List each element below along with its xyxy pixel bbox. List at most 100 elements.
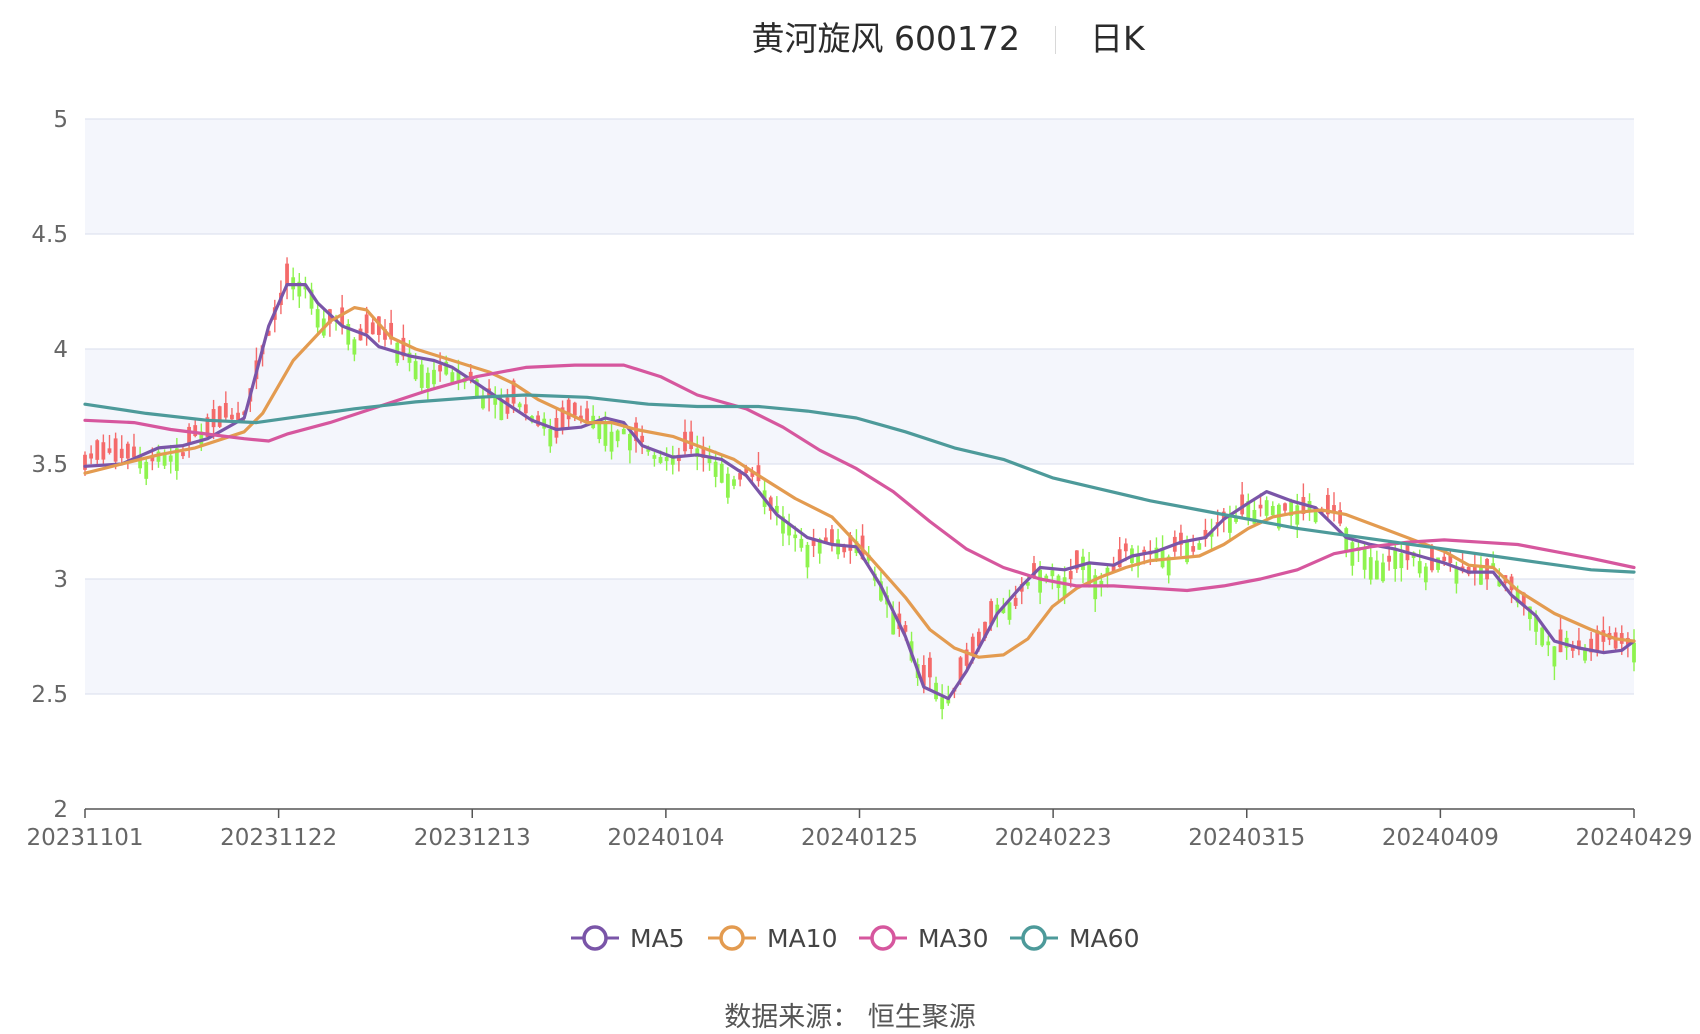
candle-body	[1203, 529, 1208, 540]
candle-body	[107, 448, 112, 453]
x-tick-label: 20240315	[1188, 825, 1305, 851]
candle-body	[836, 539, 840, 555]
candle-body	[689, 431, 694, 450]
candle-body	[481, 395, 485, 409]
candle-body	[266, 330, 271, 336]
candle-body	[119, 448, 124, 459]
candle-body	[879, 581, 883, 601]
candle-body	[1111, 563, 1116, 572]
candle-body	[1332, 505, 1336, 513]
candle-body	[438, 365, 442, 372]
candle-body	[364, 314, 369, 334]
candle-body	[125, 443, 130, 459]
candle-body	[1344, 528, 1349, 551]
candle-body	[725, 473, 730, 498]
candle-body	[536, 415, 540, 426]
candle-body	[309, 289, 314, 309]
candle-body	[983, 621, 987, 639]
candle-body	[101, 442, 106, 460]
candle-body	[634, 422, 638, 442]
candle-body	[407, 352, 412, 363]
candle-body	[193, 425, 198, 437]
candle-body	[162, 452, 167, 466]
candle-body	[701, 448, 706, 459]
candle-body	[315, 309, 320, 328]
candle-body	[1007, 602, 1012, 620]
candle-body	[670, 454, 675, 465]
candle-body	[1179, 532, 1183, 545]
candle-body	[1044, 575, 1049, 580]
candle-body	[1099, 580, 1104, 586]
candle-body	[1485, 558, 1489, 580]
y-tick-label: 4.5	[31, 222, 68, 248]
candle-body	[1191, 546, 1196, 552]
candle-body	[1393, 550, 1398, 569]
candle-body	[1589, 638, 1594, 653]
candle-body	[444, 361, 449, 375]
candle-body	[517, 403, 522, 408]
candle-body	[995, 604, 1000, 614]
candle-body	[823, 537, 828, 544]
candle-body	[1234, 516, 1238, 522]
candle-body	[1601, 630, 1606, 642]
candle-body	[346, 323, 351, 345]
axes: 2 2.5 3 3.5 4 4.5 5 20231101 20231122 20231213 202…	[26, 107, 1692, 851]
candle-body	[1570, 646, 1575, 651]
candle-body	[499, 401, 504, 421]
candle-body	[199, 431, 204, 445]
candle-body	[1436, 557, 1440, 570]
candle-body	[707, 455, 712, 464]
legend[interactable]: MA5 MA10 MA30 MA60	[571, 924, 1139, 953]
x-tick-label: 20231122	[220, 825, 337, 851]
candle-body	[1442, 556, 1447, 561]
candle-body	[1472, 564, 1477, 573]
candle-body	[738, 473, 743, 480]
candle-body	[603, 423, 608, 446]
candle-body	[628, 433, 632, 451]
kline-chart: 2 2.5 3 3.5 4 4.5 5 20231101 20231122 20231213 202…	[26, 107, 1692, 953]
candle-body	[560, 407, 565, 429]
candle-body	[230, 414, 234, 420]
candle-body	[1270, 505, 1275, 516]
candle-body	[297, 281, 302, 297]
candle-body	[1038, 569, 1043, 593]
candle-body	[799, 538, 804, 548]
candle-body	[1381, 562, 1385, 582]
candle-body	[989, 601, 994, 625]
candle-body	[456, 371, 461, 382]
candle-body	[150, 456, 155, 462]
x-tick-label: 20240409	[1382, 825, 1499, 851]
candle-body	[903, 625, 908, 632]
candle-body	[89, 453, 94, 459]
candle-body	[156, 451, 161, 462]
candle-body	[934, 682, 938, 700]
ma30-line	[83, 363, 1636, 593]
candle-body	[1252, 509, 1257, 524]
candle-body	[1454, 566, 1459, 584]
candle-body	[1117, 549, 1122, 568]
candle-body	[1289, 501, 1294, 516]
candle-body	[1264, 500, 1269, 516]
data-source: 数据来源： 恒生聚源	[724, 1002, 976, 1033]
candle-body	[1515, 589, 1520, 603]
candle-body	[566, 399, 571, 420]
candle-body	[1313, 508, 1318, 523]
candle-body	[842, 546, 847, 553]
candle-body	[713, 461, 718, 477]
candle-body	[1258, 504, 1263, 509]
candle-body	[211, 409, 216, 428]
candle-body	[609, 431, 614, 452]
candle-body	[1558, 629, 1563, 653]
y-tick-label: 5	[53, 107, 68, 133]
candle-body	[217, 406, 222, 427]
candle-body	[793, 534, 798, 539]
title-separator	[1055, 26, 1056, 54]
candle-body	[787, 523, 791, 536]
candle-body	[1528, 606, 1532, 620]
candle-body	[1197, 543, 1202, 550]
candle-body	[921, 665, 926, 686]
candle-body	[946, 699, 951, 704]
candle-body	[579, 415, 583, 420]
candle-body	[383, 329, 387, 340]
candle-body	[1123, 543, 1128, 552]
